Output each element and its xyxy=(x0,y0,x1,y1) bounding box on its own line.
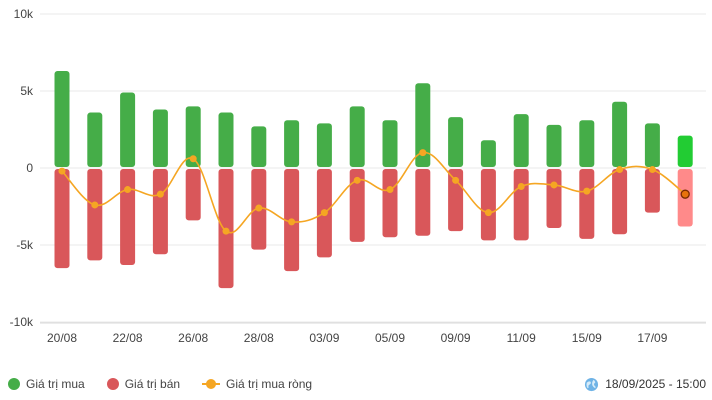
net-point[interactable] xyxy=(648,166,656,174)
bar-sell[interactable] xyxy=(120,169,136,266)
bar-sell[interactable] xyxy=(546,169,562,229)
net-line xyxy=(61,151,686,234)
x-tick-label: 17/09 xyxy=(637,331,667,345)
legend-item-sell[interactable]: Giá trị bán xyxy=(106,377,181,391)
x-tick-label: 11/09 xyxy=(507,331,536,345)
x-tick-label: 26/08 xyxy=(178,331,208,345)
net-point[interactable] xyxy=(156,190,164,198)
net-point[interactable] xyxy=(124,186,132,194)
legend: Giá trị mua Giá trị bán Giá trị mua ròng… xyxy=(8,374,706,394)
bar-sell[interactable] xyxy=(415,169,431,236)
bar-buy[interactable] xyxy=(54,70,70,167)
net-point[interactable] xyxy=(550,181,558,189)
bar-sell[interactable] xyxy=(152,169,168,255)
net-point[interactable] xyxy=(517,182,525,190)
y-tick-label: 10k xyxy=(14,7,34,21)
chart: 10k 5k 0 -5k -10k 20/08 22/08 26/08 28/08 03/09 05… xyxy=(10,7,706,345)
bar-buy[interactable] xyxy=(251,126,267,167)
x-tick-label: 05/09 xyxy=(375,331,405,345)
x-tick-label: 28/08 xyxy=(244,331,274,345)
legend-item-buy[interactable]: Giá trị mua xyxy=(8,377,85,391)
bar-buy[interactable] xyxy=(480,140,496,167)
x-tick-label: 03/09 xyxy=(309,331,339,345)
net-point[interactable] xyxy=(484,209,492,217)
bar-sell[interactable] xyxy=(513,169,529,241)
bar-sell[interactable] xyxy=(382,169,398,238)
net-point[interactable] xyxy=(583,187,591,195)
bar-buy[interactable] xyxy=(87,112,103,167)
legend-marker-sell xyxy=(106,378,119,390)
bar-buy[interactable] xyxy=(415,83,431,167)
x-tick-label: 22/08 xyxy=(113,331,143,345)
x-tick-label: 15/09 xyxy=(572,331,602,345)
net-point[interactable] xyxy=(320,209,328,217)
x-tick-label: 09/09 xyxy=(441,331,471,345)
net-point[interactable] xyxy=(189,155,197,163)
bar-buy[interactable] xyxy=(677,135,693,167)
y-tick-label: 5k xyxy=(20,84,34,98)
net-point[interactable] xyxy=(255,204,263,212)
bar-buy[interactable] xyxy=(546,124,562,167)
bar-buy[interactable] xyxy=(579,120,595,167)
bar-sell[interactable] xyxy=(480,169,496,241)
legend-label-buy: Giá trị mua xyxy=(26,377,85,391)
bar-buy[interactable] xyxy=(612,101,628,167)
legend-marker-buy xyxy=(8,378,20,390)
net-point[interactable] xyxy=(386,186,394,194)
bar-buy[interactable] xyxy=(644,123,660,167)
timestamp: 18/09/2025 - 15:00 xyxy=(584,377,706,392)
bar-sell[interactable] xyxy=(185,169,201,221)
net-point[interactable] xyxy=(222,227,230,235)
bar-buy[interactable] xyxy=(120,92,136,167)
net-point[interactable] xyxy=(419,149,427,157)
net-point[interactable] xyxy=(58,167,66,175)
x-tick-label: 20/08 xyxy=(47,331,77,345)
bar-buy[interactable] xyxy=(382,120,398,167)
bar-buy[interactable] xyxy=(349,106,365,167)
net-point[interactable] xyxy=(680,189,690,199)
bar-sell[interactable] xyxy=(579,169,595,239)
net-point[interactable] xyxy=(452,176,460,184)
bar-sell[interactable] xyxy=(349,169,365,242)
legend-label-sell: Giá trị bán xyxy=(124,377,181,391)
y-tick-label: -5k xyxy=(16,238,34,252)
net-point[interactable] xyxy=(616,166,624,174)
legend-marker-net xyxy=(202,378,221,390)
globe-icon xyxy=(585,377,599,391)
legend-item-net[interactable]: Giá trị mua ròng xyxy=(202,377,312,391)
y-tick-label: -10k xyxy=(10,315,34,329)
bar-buy[interactable] xyxy=(513,114,529,167)
net-point[interactable] xyxy=(91,201,99,209)
bar-buy[interactable] xyxy=(448,117,464,167)
bar-buy[interactable] xyxy=(185,106,201,167)
bar-buy[interactable] xyxy=(316,123,332,167)
bar-sell[interactable] xyxy=(54,169,70,269)
bar-buy[interactable] xyxy=(218,112,234,167)
net-point[interactable] xyxy=(288,218,296,226)
net-point[interactable] xyxy=(353,176,361,184)
bar-sell[interactable] xyxy=(644,169,660,213)
y-tick-label: 0 xyxy=(26,161,33,175)
bar-buy[interactable] xyxy=(152,109,168,167)
bar-sell[interactable] xyxy=(612,169,628,235)
bar-sell[interactable] xyxy=(87,169,103,261)
legend-label-net: Giá trị mua ròng xyxy=(226,377,313,391)
bar-buy[interactable] xyxy=(284,120,300,167)
timestamp-text: 18/09/2025 - 15:00 xyxy=(605,377,706,391)
